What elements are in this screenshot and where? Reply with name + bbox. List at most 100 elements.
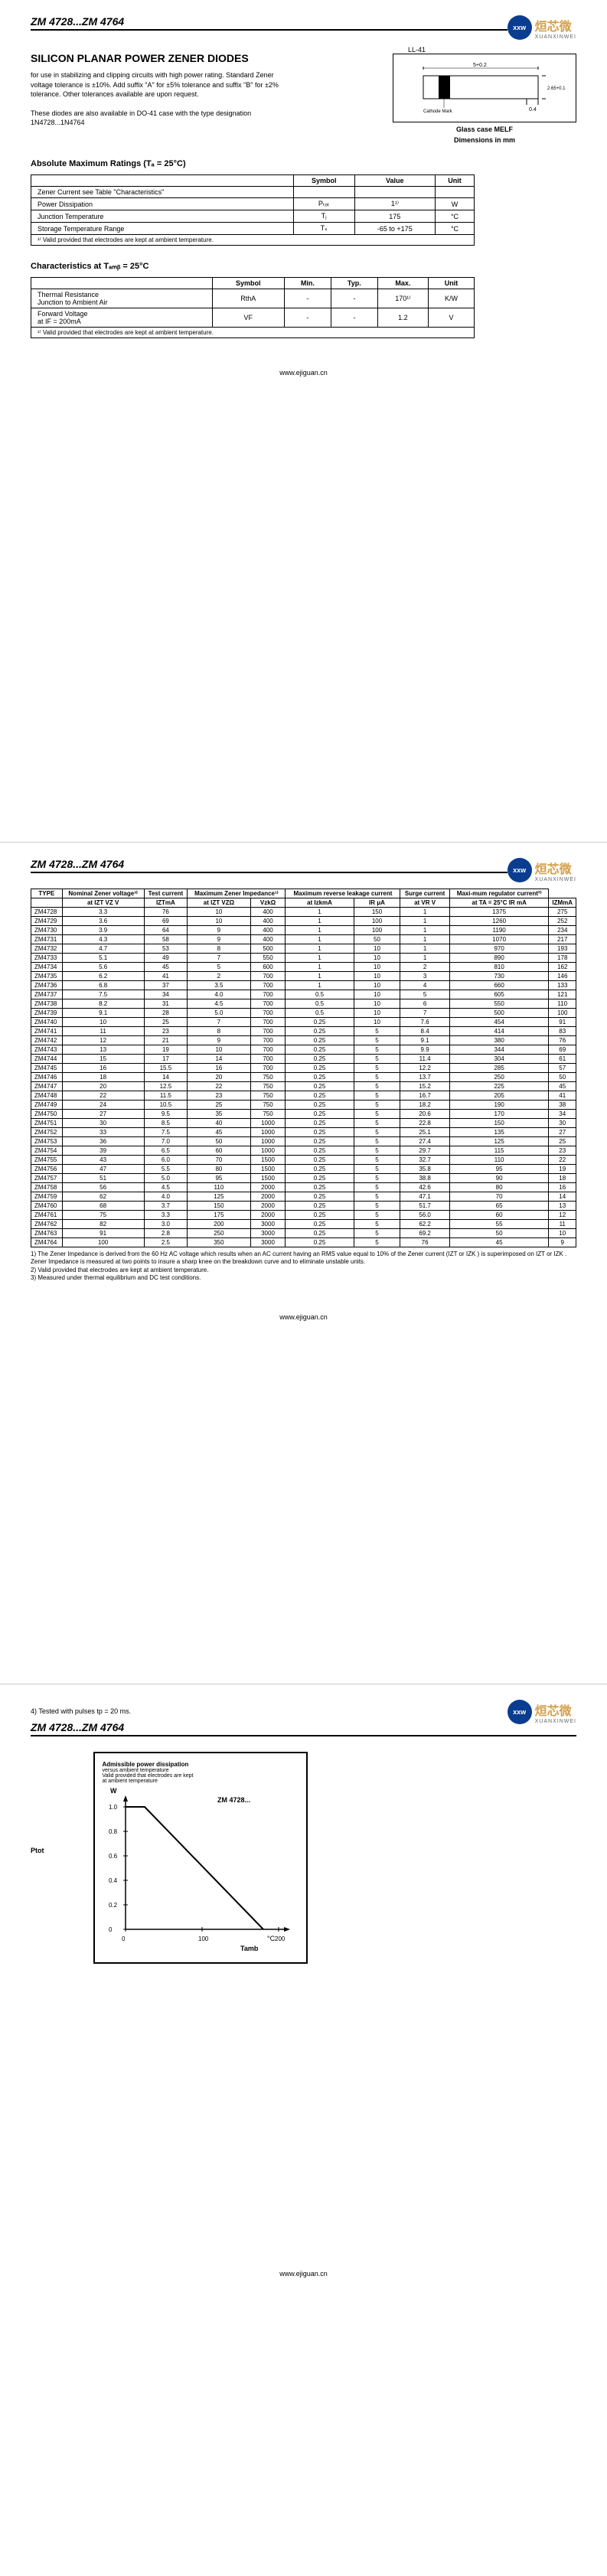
table-row: ZM4754396.56010000.25529.711523 <box>31 1146 576 1156</box>
table-row: Forward Voltage at IF = 200mAVF--1.2V <box>31 308 475 328</box>
table-subheader: IZMmA <box>549 898 576 908</box>
abs-footnote: ¹⁾ Valid provided that electrodes are ke… <box>31 235 475 246</box>
header: ZM 4728...ZM 4764 xxw 烜芯微 XUANXINWEI <box>31 15 576 40</box>
graph-sub1: versus ambient temperature <box>103 1768 299 1773</box>
svg-text:Cathode Mark: Cathode Mark <box>423 109 453 114</box>
table-row: ZM4762823.020030000.25562.25511 <box>31 1220 576 1229</box>
table-header: Value <box>354 175 435 187</box>
table-header: Maximum Zener Impedance¹⁾ <box>188 889 286 898</box>
abs-max-table: SymbolValueUnit Zener Current see Table … <box>31 174 475 246</box>
description-2: These diodes are also available in DO-41… <box>31 109 291 128</box>
table-header: Min. <box>284 278 331 289</box>
table-row: ZM4759624.012520000.25547.17014 <box>31 1192 576 1202</box>
table-row: ZM4756475.58015000.25535.89519 <box>31 1165 576 1174</box>
table-header <box>31 278 213 289</box>
page-3: 4) Tested with pulses tp = 20 ms. xxw 烜芯… <box>0 1684 607 2525</box>
table-row: ZM47345.64556001102810162 <box>31 963 576 972</box>
char-title: Characteristics at Tₐₘᵦ = 25°C <box>31 261 576 271</box>
svg-text:100: 100 <box>198 1935 209 1942</box>
logo-cn: 烜芯微 <box>535 16 576 34</box>
url-footer-3: www.ejiguan.cn <box>31 2270 576 2278</box>
svg-text:0.6: 0.6 <box>109 1853 118 1860</box>
table-row: Storage Temperature RangeTₛ-65 to +175°C <box>31 223 475 235</box>
notes-block: 1) The Zener Impedance is derived from t… <box>31 1251 576 1283</box>
table-row: ZM47641002.535030000.25576459 <box>31 1238 576 1247</box>
table-row: ZM4742122197000.2559.138076 <box>31 1036 576 1045</box>
table-row: ZM47293.66910400110011260252 <box>31 917 576 926</box>
table-header: Typ. <box>331 278 377 289</box>
table-row: ZM47324.75385001101970193 <box>31 944 576 954</box>
table-row: ZM4753367.05010000.25527.412525 <box>31 1137 576 1146</box>
graph-sub3: at ambient temperature <box>103 1779 299 1784</box>
svg-text:0.4: 0.4 <box>109 1877 118 1884</box>
logo: xxw 烜芯微 XUANXINWEI <box>507 15 576 40</box>
table-row: ZM4750279.5357500.25520.617034 <box>31 1110 576 1119</box>
table-row: ZM47377.5344.07000.5105605121 <box>31 990 576 999</box>
table-row: ZM47283.37610400115011375275 <box>31 908 576 917</box>
logo-en: XUANXINWEI <box>535 34 576 40</box>
y-axis-label: Ptot <box>31 1847 44 1854</box>
svg-text:2.65+0.1: 2.65+0.1 <box>547 86 566 91</box>
table-subheader: VzkΩ <box>250 898 286 908</box>
table-row: ZM47356.24127001103730146 <box>31 972 576 981</box>
table-header: Unit <box>435 175 474 187</box>
description-1: for use in stabilizing and clipping circ… <box>31 70 291 99</box>
table-row: ZM4761753.317520000.25556.06012 <box>31 1211 576 1220</box>
table-subheader: at TA = 25°C IR mA <box>449 898 549 908</box>
svg-text:0: 0 <box>122 1935 126 1942</box>
svg-text:5+0.2: 5+0.2 <box>473 63 487 68</box>
table-row: ZM47399.1285.07000.5107500100 <box>31 1009 576 1018</box>
table-header: Maximum reverse leakage current <box>286 889 400 898</box>
table-header: Nominal Zener voltage³⁾ <box>62 889 144 898</box>
table-row: ZM47366.8373.57001104660133 <box>31 981 576 990</box>
package-svg: 5+0.2 2.65+0.1 0.4 Cathode Mark <box>400 60 569 114</box>
page-2: ZM 4728...ZM 4764 xxw 烜芯微 XUANXINWEI TYP… <box>0 842 607 1684</box>
logo-2: xxw 烜芯微 XUANXINWEI <box>507 858 576 882</box>
part-number: ZM 4728...ZM 4764 <box>31 15 507 31</box>
table-subheader: at IzkmA <box>286 898 354 908</box>
url-footer-2: www.ejiguan.cn <box>31 1313 576 1321</box>
table-row: ZM47388.2314.57000.5106550110 <box>31 999 576 1009</box>
svg-text:200: 200 <box>275 1935 286 1942</box>
svg-text:W: W <box>110 1787 117 1795</box>
svg-text:0.8: 0.8 <box>109 1828 118 1835</box>
table-header: Symbol <box>212 278 284 289</box>
char-footnote: ¹⁾ Valid provided that electrodes are ke… <box>31 328 475 338</box>
table-row: ZM4752337.54510000.25525.113527 <box>31 1128 576 1137</box>
note-1: 1) The Zener Impedance is derived from t… <box>31 1251 576 1267</box>
table-row: Zener Current see Table "Characteristics… <box>31 187 475 198</box>
svg-text:0.2: 0.2 <box>109 1902 118 1909</box>
table-row: ZM47303.9649400110011190234 <box>31 926 576 935</box>
table-row: ZM4741112387000.2558.441483 <box>31 1027 576 1036</box>
case-label: Glass case MELF <box>393 126 576 133</box>
table-row: ZM4757515.09515000.25538.89018 <box>31 1174 576 1183</box>
table-row: ZM4758564.511020000.25542.68016 <box>31 1183 576 1192</box>
table-row: ZM47441517147000.25511.430461 <box>31 1055 576 1064</box>
table-row: ZM47314.358940015011070217 <box>31 935 576 944</box>
table-header: TYPE <box>31 889 63 898</box>
note-4: 4) Tested with pulses tp = 20 ms. <box>31 1700 131 1715</box>
header-2: ZM 4728...ZM 4764 xxw 烜芯微 XUANXINWEI <box>31 858 576 882</box>
abs-title: Absolute Maximum Ratings (Tₐ = 25°C) <box>31 159 576 168</box>
svg-text:1.0: 1.0 <box>109 1804 118 1811</box>
table-row: ZM4740102577000.25107.645491 <box>31 1018 576 1027</box>
svg-text:0.4: 0.4 <box>529 107 537 112</box>
table-row: ZM47492410.5257500.25518.219038 <box>31 1101 576 1110</box>
graph-sub2: Valid provided that electrodes are kept <box>103 1773 299 1779</box>
table-subheader <box>31 898 63 908</box>
table-subheader: at IZT VZ V <box>62 898 144 908</box>
note-3: 3) Measured under thermal equilibrium an… <box>31 1274 576 1282</box>
table-row: ZM47472012.5227500.25515.222545 <box>31 1082 576 1091</box>
logo-3: xxw 烜芯微 XUANXINWEI <box>507 1700 576 1724</box>
logo-badge: xxw <box>507 15 532 40</box>
table-row: Junction TemperatureTⱼ175°C <box>31 210 475 223</box>
table-row: ZM4755436.07015000.25532.711022 <box>31 1156 576 1165</box>
table-subheader: at IZT VZΩ <box>188 898 250 908</box>
table-subheader: at VR V <box>400 898 449 908</box>
url-footer: www.ejiguan.cn <box>31 369 576 377</box>
table-row: ZM47482211.5237500.25516.720541 <box>31 1091 576 1101</box>
power-graph: W ZM 4728... 1.00.80.60.40.20 0100200 °C… <box>103 1784 302 1952</box>
svg-text:0: 0 <box>109 1926 113 1933</box>
table-subheader: IR μA <box>354 898 400 908</box>
package-label: LL-41 <box>393 46 576 54</box>
